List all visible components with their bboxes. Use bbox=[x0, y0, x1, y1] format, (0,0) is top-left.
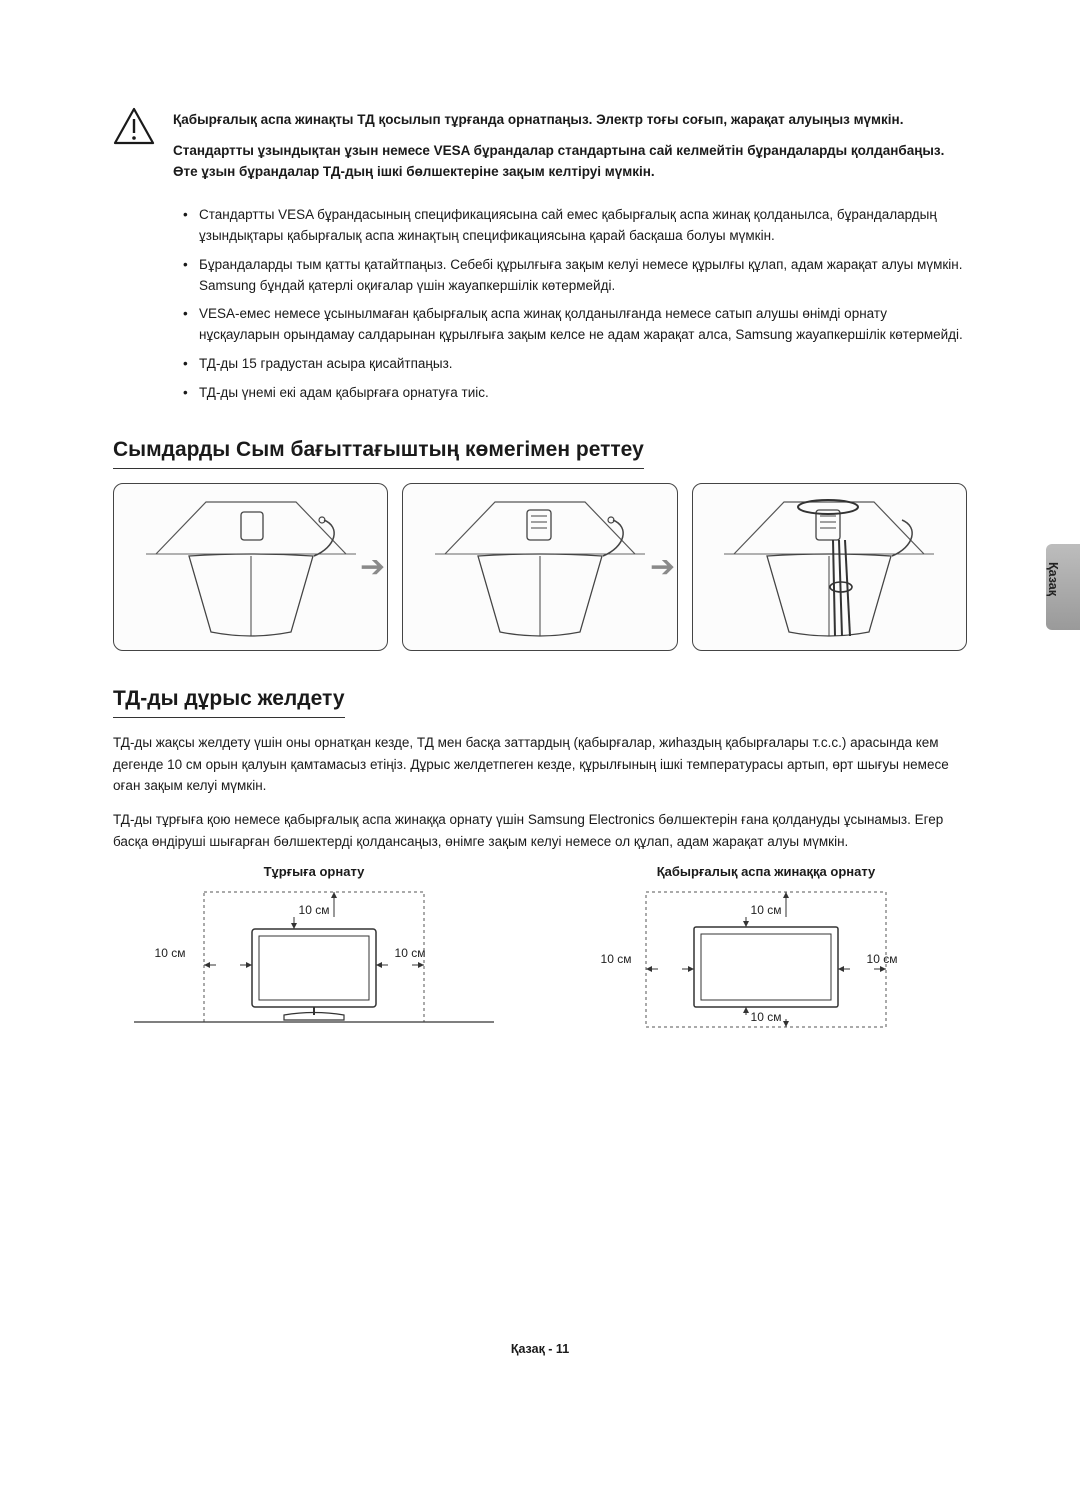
list-item: ТД-ды үнемі екі адам қабырғаға орнатуға … bbox=[183, 383, 967, 404]
list-item: Стандартты VESA бұрандасының спецификаци… bbox=[183, 205, 967, 247]
list-item: VESA-емес немесе ұсынылмаған қабырғалық … bbox=[183, 304, 967, 346]
language-tab: Қазақ bbox=[1046, 544, 1080, 630]
label-bottom: 10 см bbox=[751, 1010, 782, 1024]
diagram-wall: Қабырғалық аспа жинаққа орнату 10 см 10 … bbox=[565, 864, 967, 1042]
list-item: ТД-ды 15 градустан асыра қисайтпаңыз. bbox=[183, 354, 967, 375]
page-footer: Қазақ - 11 bbox=[113, 1342, 967, 1356]
arrow-right-icon: ➔ bbox=[650, 550, 675, 585]
warning-bullet-list: Стандартты VESA бұрандасының спецификаци… bbox=[183, 205, 967, 404]
label-left: 10 см bbox=[601, 952, 632, 966]
diagram-wall-title: Қабырғалық аспа жинаққа орнату bbox=[565, 864, 967, 879]
language-tab-label: Қазақ bbox=[1046, 544, 1069, 596]
label-right: 10 см bbox=[395, 946, 426, 960]
label-left: 10 см bbox=[155, 946, 186, 960]
label-top: 10 см bbox=[751, 903, 782, 917]
label-right: 10 см bbox=[867, 952, 898, 966]
warning-block: Қабырғалық аспа жинақты ТД қосылып тұрға… bbox=[113, 110, 967, 193]
diagram-stand-title: Тұрғыға орнату bbox=[113, 864, 515, 879]
ventilation-diagrams: Тұрғыға орнату 10 см 10 см 10 см bbox=[113, 864, 967, 1042]
ventilation-paragraph-1: ТД-ды жақсы желдету үшін оны орнатқан ке… bbox=[113, 732, 967, 797]
cable-panel-3 bbox=[692, 483, 967, 651]
cable-panel-1 bbox=[113, 483, 388, 651]
warning-paragraph-1: Қабырғалық аспа жинақты ТД қосылып тұрға… bbox=[173, 110, 967, 131]
ventilation-paragraph-2: ТД-ды тұрғыға қою немесе қабырғалық аспа… bbox=[113, 809, 967, 852]
cable-diagram-row: ➔ ➔ bbox=[113, 483, 967, 651]
cable-panel-2 bbox=[402, 483, 677, 651]
section-heading-ventilation: ТД-ды дұрыс желдету bbox=[113, 687, 345, 718]
arrow-right-icon: ➔ bbox=[360, 550, 385, 585]
label-top: 10 см bbox=[299, 903, 330, 917]
diagram-stand: Тұрғыға орнату 10 см 10 см 10 см bbox=[113, 864, 515, 1042]
section-heading-cable: Сымдарды Сым бағыттағыштың көмегімен рет… bbox=[113, 438, 644, 469]
list-item: Бұрандаларды тым қатты қатайтпаңыз. Себе… bbox=[183, 255, 967, 297]
warning-paragraph-2: Стандартты ұзындықтан ұзын немесе VESA б… bbox=[173, 141, 967, 183]
warning-triangle-icon bbox=[113, 106, 163, 151]
